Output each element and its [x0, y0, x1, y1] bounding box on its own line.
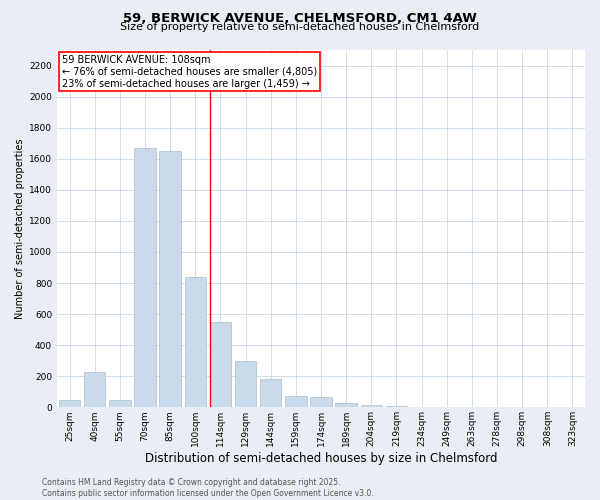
- Bar: [185, 277, 206, 407]
- Bar: [134, 148, 156, 407]
- Text: 59, BERWICK AVENUE, CHELMSFORD, CM1 4AW: 59, BERWICK AVENUE, CHELMSFORD, CM1 4AW: [123, 12, 477, 26]
- Bar: [109, 400, 131, 407]
- Y-axis label: Number of semi-detached properties: Number of semi-detached properties: [15, 138, 25, 319]
- Bar: [84, 372, 106, 408]
- Bar: [235, 360, 256, 408]
- Bar: [411, 406, 432, 408]
- Bar: [386, 406, 407, 407]
- Bar: [260, 378, 281, 408]
- Bar: [361, 405, 382, 407]
- Text: Contains HM Land Registry data © Crown copyright and database right 2025.
Contai: Contains HM Land Registry data © Crown c…: [42, 478, 374, 498]
- Text: Size of property relative to semi-detached houses in Chelmsford: Size of property relative to semi-detach…: [121, 22, 479, 32]
- Bar: [335, 402, 357, 407]
- Bar: [160, 151, 181, 407]
- Text: 59 BERWICK AVENUE: 108sqm
← 76% of semi-detached houses are smaller (4,805)
23% : 59 BERWICK AVENUE: 108sqm ← 76% of semi-…: [62, 56, 317, 88]
- Bar: [310, 397, 332, 407]
- Bar: [285, 396, 307, 407]
- X-axis label: Distribution of semi-detached houses by size in Chelmsford: Distribution of semi-detached houses by …: [145, 452, 497, 465]
- Bar: [210, 322, 231, 408]
- Bar: [59, 400, 80, 407]
